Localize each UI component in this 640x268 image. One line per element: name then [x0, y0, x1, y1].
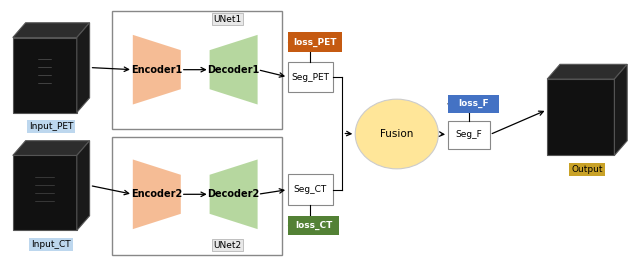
Text: loss_PET: loss_PET [294, 38, 337, 47]
Text: Output: Output [572, 165, 603, 174]
Polygon shape [13, 141, 90, 155]
Text: Seg_CT: Seg_CT [294, 185, 327, 194]
Text: UNet1: UNet1 [213, 15, 241, 24]
Text: Encoder1: Encoder1 [131, 65, 182, 75]
Polygon shape [13, 23, 90, 38]
FancyBboxPatch shape [288, 174, 333, 205]
Polygon shape [77, 141, 90, 230]
Text: Seg_PET: Seg_PET [291, 73, 330, 81]
Polygon shape [210, 159, 257, 229]
Polygon shape [547, 64, 627, 79]
Polygon shape [13, 38, 77, 113]
Text: Input_PET: Input_PET [29, 122, 74, 131]
FancyBboxPatch shape [288, 216, 339, 234]
Text: Input_CT: Input_CT [31, 240, 71, 249]
Polygon shape [13, 155, 77, 230]
Polygon shape [133, 159, 180, 229]
Ellipse shape [355, 99, 438, 169]
Polygon shape [547, 79, 614, 155]
Text: Seg_F: Seg_F [456, 130, 482, 139]
Text: Encoder2: Encoder2 [131, 189, 182, 199]
Text: UNet2: UNet2 [213, 241, 241, 250]
FancyBboxPatch shape [112, 137, 282, 255]
Polygon shape [614, 64, 627, 155]
FancyBboxPatch shape [288, 32, 342, 52]
Polygon shape [210, 35, 257, 105]
Text: Fusion: Fusion [380, 129, 413, 139]
Text: Decoder1: Decoder1 [207, 65, 260, 75]
Polygon shape [133, 35, 180, 105]
Text: loss_CT: loss_CT [295, 221, 332, 230]
FancyBboxPatch shape [112, 11, 282, 129]
Text: loss_F: loss_F [458, 99, 489, 109]
Polygon shape [77, 23, 90, 113]
FancyBboxPatch shape [288, 62, 333, 92]
FancyBboxPatch shape [448, 95, 499, 113]
Text: Decoder2: Decoder2 [207, 189, 260, 199]
FancyBboxPatch shape [448, 121, 490, 149]
